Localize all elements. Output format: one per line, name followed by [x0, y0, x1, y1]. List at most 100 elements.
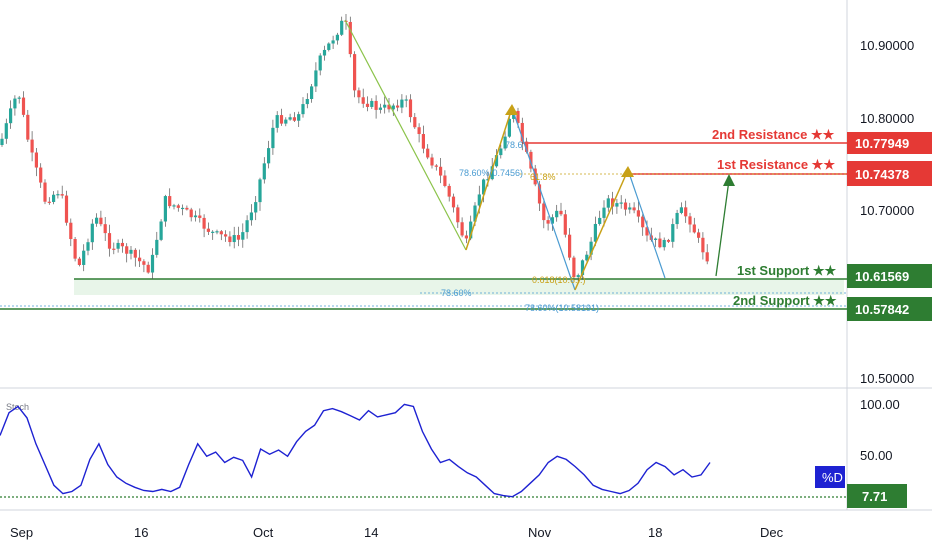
candle-body-31: [133, 249, 137, 258]
candle-body-12: [52, 194, 56, 202]
stoch-axis[interactable]: 100.00 50.00: [860, 397, 900, 463]
candle-body-52: [224, 234, 228, 237]
candle-body-103: [443, 175, 447, 186]
fib-label-786-bottom: 78.60%(10.58191): [525, 303, 599, 313]
candle-body-82: [353, 54, 357, 91]
support-zone: [74, 279, 844, 295]
candle-body-129: [555, 210, 559, 218]
stoch-tick-100: 100.00: [860, 397, 900, 412]
candle-body-66: [284, 119, 288, 124]
candle-body-111: [477, 194, 481, 206]
candle-body-46: [198, 215, 202, 218]
candle-body-68: [292, 117, 296, 121]
candle-body-53: [228, 236, 232, 243]
candle-body-70: [301, 104, 305, 115]
resistance-1-price: 10.74378: [855, 167, 909, 182]
candle-body-120: [516, 110, 520, 123]
stoch-d-line[interactable]: [0, 403, 711, 498]
candle-body-76: [327, 43, 331, 50]
candle-body-105: [451, 196, 456, 208]
candle-body-41: [176, 205, 180, 208]
candle-body-163: [701, 237, 705, 253]
candle-body-108: [464, 235, 468, 239]
candle-body-162: [697, 232, 701, 238]
candle-body-136: [585, 254, 589, 261]
candle-body-18: [77, 258, 81, 265]
candle-body-29: [125, 246, 129, 254]
stoch-value-box: [847, 484, 907, 508]
candle-body-60: [258, 179, 262, 203]
fib-label-618: 61.8%: [530, 172, 556, 182]
candle-body-61: [262, 163, 266, 180]
candle-body-149: [641, 216, 645, 228]
candle-body-138: [593, 223, 597, 242]
candle-body-30: [129, 249, 133, 254]
candle-body-115: [494, 155, 499, 167]
candle-body-27: [116, 242, 120, 249]
candle-body-36: [155, 239, 159, 255]
candle-body-10: [43, 182, 47, 202]
candle-body-78: [335, 34, 339, 41]
candle-body-17: [73, 239, 77, 259]
candle-body-58: [249, 212, 253, 221]
candle-body-153: [658, 238, 662, 248]
pattern-drawing[interactable]: [344, 19, 735, 291]
candle-body-79: [340, 20, 344, 35]
candle-body-85: [365, 103, 370, 107]
candle-body-106: [456, 207, 460, 223]
candle-body-16: [69, 222, 73, 240]
candle-body-1: [4, 123, 8, 139]
candle-body-63: [271, 127, 275, 149]
candle-body-44: [189, 209, 193, 218]
candle-body-89: [383, 104, 387, 108]
candle-body-145: [623, 202, 628, 210]
candle-body-13: [56, 194, 60, 196]
candle-body-117: [503, 136, 507, 149]
candle-body-133: [572, 257, 576, 278]
candle-body-116: [499, 148, 503, 156]
candle-body-64: [275, 115, 279, 128]
candle-body-19: [82, 250, 86, 265]
support-1-price-box: [847, 264, 932, 288]
time-tick-nov: Nov: [528, 525, 552, 540]
candle-body-65: [279, 115, 284, 124]
candle-body-71: [305, 99, 309, 105]
candle-body-109: [469, 221, 473, 239]
candle-body-156: [671, 224, 675, 242]
pattern-arrowhead-b: [505, 104, 518, 115]
candle-body-147: [632, 207, 636, 211]
candle-body-90: [387, 104, 391, 110]
candle-body-143: [615, 203, 619, 207]
price-tick-10.80: 10.80000: [860, 111, 914, 126]
candle-body-26: [112, 248, 116, 250]
candle-body-4: [17, 97, 21, 99]
projection-arrowhead: [723, 174, 735, 186]
pattern-arrowhead-d: [621, 166, 634, 177]
candle-body-56: [241, 232, 245, 240]
fib-label-786-mid: 78.60%: [441, 288, 472, 298]
resistance-1-label: 1st Resistance ★★: [717, 157, 835, 172]
stoch-value: 7.71: [862, 489, 887, 504]
candle-body-39: [168, 196, 172, 207]
candle-body-135: [580, 260, 585, 276]
candle-body-24: [103, 224, 107, 234]
candle-body-125: [537, 184, 542, 204]
candle-body-21: [90, 223, 94, 243]
candle-body-14: [60, 194, 64, 196]
price-axis[interactable]: 10.90000 10.80000 10.70000 10.50000: [860, 38, 914, 386]
time-axis[interactable]: Sep 16 Oct 14 Nov 18 Dec: [10, 525, 784, 540]
candle-body-107: [460, 222, 464, 236]
price-tick-10.70: 10.70000: [860, 203, 914, 218]
candle-body-22: [95, 217, 99, 224]
resistance-2-label: 2nd Resistance ★★: [712, 127, 835, 142]
candle-body-43: [185, 207, 189, 210]
candle-body-164: [705, 252, 709, 262]
fib-label-786-value: 78.60%(0.7456): [459, 168, 523, 178]
candle-body-28: [120, 242, 124, 247]
candle-body-11: [47, 201, 51, 203]
candle-body-161: [692, 224, 696, 233]
support-1-price: 10.61569: [855, 269, 909, 284]
candle-body-99: [426, 148, 430, 158]
candle-body-158: [679, 207, 683, 213]
